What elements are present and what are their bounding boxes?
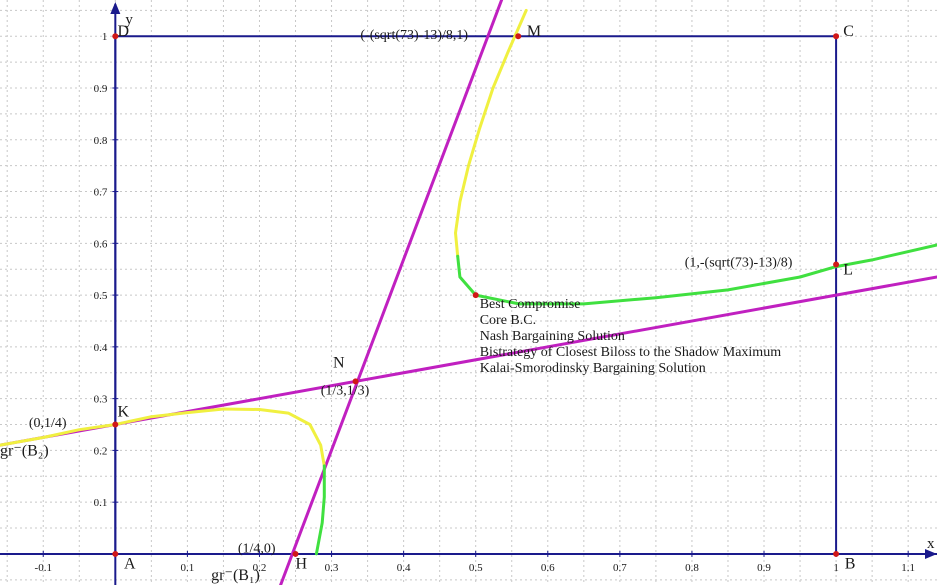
x-axis-letter: x [927,536,935,552]
green-curve-lower [314,464,326,556]
point-K [112,421,119,428]
x-tick-label: 0.4 [397,562,411,574]
magenta-line-steep [279,0,504,585]
label-D: D [117,23,129,40]
label-L-coord: (1,-(sqrt(73)-13)/8) [685,256,793,271]
x-tick-label: 0.2 [253,562,267,574]
label-A: A [124,555,136,572]
label-K: K [117,404,129,421]
label-K-coord: (0,1/4) [29,416,67,431]
x-axis-arrow [925,548,937,559]
x-tick-label: 0.8 [685,562,699,574]
y-tick-label: 0.3 [94,394,108,406]
x-tick-label: 0.7 [613,562,627,574]
yellow-curve-lower [0,407,326,468]
x-tick-label: 0.5 [469,562,483,574]
y-tick-label: 0.8 [94,135,108,147]
x-tick-label: 0.6 [541,562,555,574]
solution-legend-item: Nash Bargaining Solution [480,329,625,344]
point-B [833,550,840,557]
y-tick-label: 0.2 [94,445,108,457]
y-tick-label: 0.1 [94,497,108,509]
point-D [112,33,119,40]
label-H: H [296,555,308,572]
solution-legend-item: Core B.C. [480,313,536,328]
label-gr-B1: gr⁻(B₁) [211,567,260,584]
green-curve-upper [456,243,937,306]
point-A [112,550,119,557]
y-tick-label: 0.6 [94,238,108,250]
point-H [292,550,299,557]
label-B: B [845,555,856,572]
y-axis-letter: y [125,12,133,28]
label-C: C [843,23,854,40]
x-tick-label: 1.1 [901,562,915,574]
point-L [833,261,840,268]
x-tick-label: 1 [833,562,839,574]
label-M: M [527,23,541,40]
solution-legend-item: Bistrategy of Closest Biloss to the Shad… [480,345,781,360]
x-tick-label: 0.3 [325,562,339,574]
x-tick-label: -0.1 [35,562,52,574]
x-tick-label: 0.1 [181,562,195,574]
point-M [515,33,522,40]
labels: A B C D H K N M L (-(sqrt(73)-13)/8,1) (1,-(sqrt(7… [0,23,855,584]
yellow-curve-upper [454,8,528,258]
y-tick-label: 0.9 [94,83,108,95]
y-tick-label: 0.5 [94,290,108,302]
point-N [352,378,359,385]
label-gr-B2: gr⁻(B₂) [0,443,49,460]
points [112,33,840,557]
y-axis-arrow [110,2,121,14]
label-M-coord: (-(sqrt(73)-13)/8,1) [360,28,468,43]
solution-legend-item: Best Compromise [480,297,581,312]
y-tick-label: 1 [102,31,108,43]
solution-legend-item: Kalai-Smorodinsky Bargaining Solution [480,361,706,376]
point-BC [472,292,479,299]
y-tick-label: 0.7 [94,187,108,199]
label-L: L [843,261,853,278]
y-tick-label: 0.4 [94,342,108,354]
point-C [833,33,840,40]
x-tick-label: 0.9 [757,562,771,574]
label-N: N [333,355,345,372]
label-H-coord: (1/4,0) [238,541,276,556]
label-N-coord: (1/3,1/3) [321,383,370,398]
